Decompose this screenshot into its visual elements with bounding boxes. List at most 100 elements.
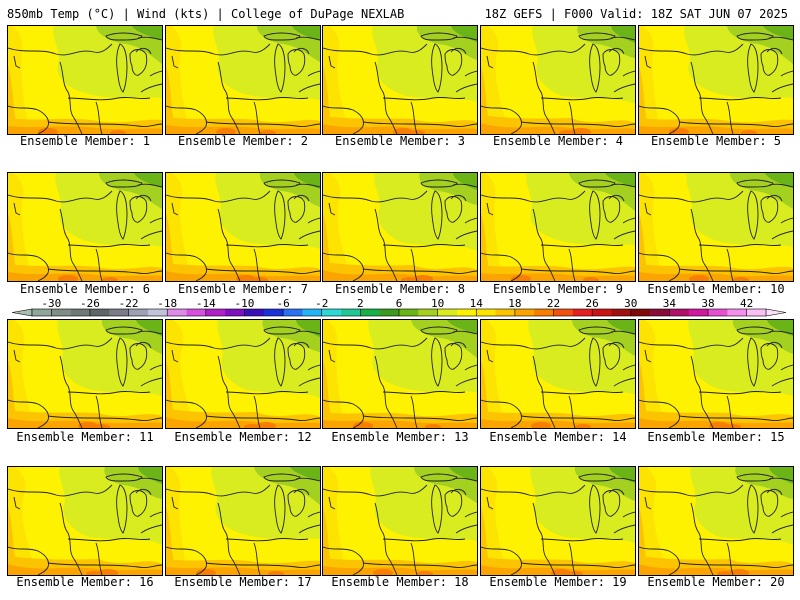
- colorbar-segment: [225, 309, 245, 316]
- colorbar-segment: [456, 309, 477, 316]
- ensemble-map-panel: [638, 172, 794, 282]
- colorbar-segment: [630, 309, 651, 316]
- colorbar-segment: [592, 309, 612, 316]
- ensemble-map-panel: [480, 319, 636, 429]
- colorbar-tick-label: -22: [119, 297, 139, 310]
- ensemble-map-panel: [638, 319, 794, 429]
- colorbar-tick-label: -14: [196, 297, 216, 310]
- colorbar-tick-label: 34: [663, 297, 677, 310]
- ensemble-map-panel: [7, 466, 163, 576]
- ensemble-member-label: Ensemble Member: 1: [19, 134, 151, 148]
- ensemble-map-panel: [638, 25, 794, 135]
- colorbar-segment: [32, 309, 52, 316]
- colorbar-segment: [109, 309, 129, 316]
- ensemble-map-panel: [322, 25, 478, 135]
- ensemble-member-label: Ensemble Member: 4: [492, 134, 624, 148]
- colorbar-segment: [611, 309, 632, 316]
- ensemble-member-label: Ensemble Member: 3: [334, 134, 466, 148]
- colorbar-segment: [708, 309, 728, 316]
- ensemble-member-label: Ensemble Member: 6: [19, 282, 151, 296]
- colorbar-tick-label: 30: [624, 297, 637, 310]
- ensemble-member-label: Ensemble Member: 5: [650, 134, 782, 148]
- ensemble-member-label: Ensemble Member: 16: [16, 575, 154, 589]
- colorbar-segment: [70, 309, 91, 316]
- model-run-info: 18Z GEFS | F000 Valid: 18Z SAT JUN 07 20…: [484, 7, 788, 21]
- ensemble-member-label: Ensemble Member: 8: [334, 282, 466, 296]
- colorbar-tick-label: 42: [740, 297, 753, 310]
- ensemble-member-label: Ensemble Member: 2: [177, 134, 309, 148]
- colorbar-high-arrow: [765, 308, 787, 317]
- colorbar-low-arrow: [12, 308, 33, 317]
- colorbar-tick-label: 14: [470, 297, 484, 310]
- colorbar-tick-label: 22: [547, 297, 560, 310]
- colorbar-tick-label: -30: [41, 297, 61, 310]
- colorbar-tick-label: 18: [508, 297, 521, 310]
- colorbar-segment: [263, 309, 284, 316]
- ensemble-member-label: Ensemble Member: 7: [177, 282, 309, 296]
- ensemble-map-panel: [7, 319, 163, 429]
- colorbar-segment: [553, 309, 574, 316]
- ensemble-map-panel: [165, 319, 321, 429]
- ensemble-member-label: Ensemble Member: 11: [16, 430, 154, 444]
- colorbar-segment: [147, 309, 168, 316]
- temperature-colorbar: -30 -26 -22 -18 -14 -10 -6 -2 2 6 10 14 18 22 26 30 34 38…: [12, 297, 788, 321]
- colorbar-segment: [51, 309, 71, 316]
- ensemble-map-panel: [638, 466, 794, 576]
- colorbar-tick-label: -10: [235, 297, 255, 310]
- colorbar-segment: [379, 309, 400, 316]
- colorbar-segment: [128, 309, 149, 316]
- colorbar-segment: [418, 309, 438, 316]
- colorbar-segment: [283, 309, 303, 316]
- ensemble-map-panel: [322, 319, 478, 429]
- colorbar-segment: [399, 309, 419, 316]
- colorbar-tick-label: -6: [276, 297, 289, 310]
- colorbar-tick-label: -26: [80, 297, 100, 310]
- colorbar-segment: [89, 309, 110, 316]
- ensemble-member-label: Ensemble Member: 13: [331, 430, 469, 444]
- colorbar-segment: [186, 309, 207, 316]
- ensemble-map-panel: [7, 25, 163, 135]
- ensemble-map-panel: [165, 25, 321, 135]
- ensemble-member-label: Ensemble Member: 20: [647, 575, 785, 589]
- colorbar-segment: [244, 309, 265, 316]
- colorbar-segment: [495, 309, 516, 316]
- colorbar-segment: [514, 309, 535, 316]
- colorbar-segment: [437, 309, 458, 316]
- colorbar-tick-label: -2: [315, 297, 328, 310]
- ensemble-member-label: Ensemble Member: 19: [489, 575, 627, 589]
- ensemble-member-label: Ensemble Member: 14: [489, 430, 627, 444]
- ensemble-member-label: Ensemble Member: 18: [331, 575, 469, 589]
- colorbar-segment: [302, 309, 323, 316]
- ensemble-member-label: Ensemble Member: 9: [492, 282, 624, 296]
- ensemble-map-panel: [480, 466, 636, 576]
- colorbar-segment: [688, 309, 709, 316]
- colorbar-segment: [341, 309, 361, 316]
- colorbar-tick-label: 10: [431, 297, 444, 310]
- ensemble-map-panel: [165, 466, 321, 576]
- colorbar-segment: [650, 309, 670, 316]
- ensemble-member-label: Ensemble Member: 17: [174, 575, 312, 589]
- colorbar-tick-label: 2: [357, 297, 364, 310]
- ensemble-member-label: Ensemble Member: 10: [647, 282, 785, 296]
- colorbar-segment: [727, 309, 747, 316]
- colorbar-segment: [534, 309, 554, 316]
- ensemble-map-panel: [480, 25, 636, 135]
- colorbar-segment: [167, 309, 187, 316]
- ensemble-map-panel: [7, 172, 163, 282]
- ensemble-map-panel: [322, 172, 478, 282]
- ensemble-map-panel: [480, 172, 636, 282]
- colorbar-segment: [205, 309, 226, 316]
- colorbar-segment: [476, 309, 496, 316]
- ensemble-map-panel: [322, 466, 478, 576]
- colorbar-segment: [746, 309, 767, 316]
- colorbar-tick-label: 26: [586, 297, 599, 310]
- colorbar-segment: [572, 309, 593, 316]
- ensemble-member-label: Ensemble Member: 15: [647, 430, 785, 444]
- map-title: 850mb Temp (°C) | Wind (kts) | College o…: [7, 7, 405, 21]
- colorbar-tick-label: 6: [396, 297, 403, 310]
- colorbar-segment: [360, 309, 380, 316]
- colorbar-tick-label: 38: [701, 297, 714, 310]
- ensemble-map-panel: [165, 172, 321, 282]
- colorbar-segment: [669, 309, 690, 316]
- colorbar-tick-label: -18: [157, 297, 177, 310]
